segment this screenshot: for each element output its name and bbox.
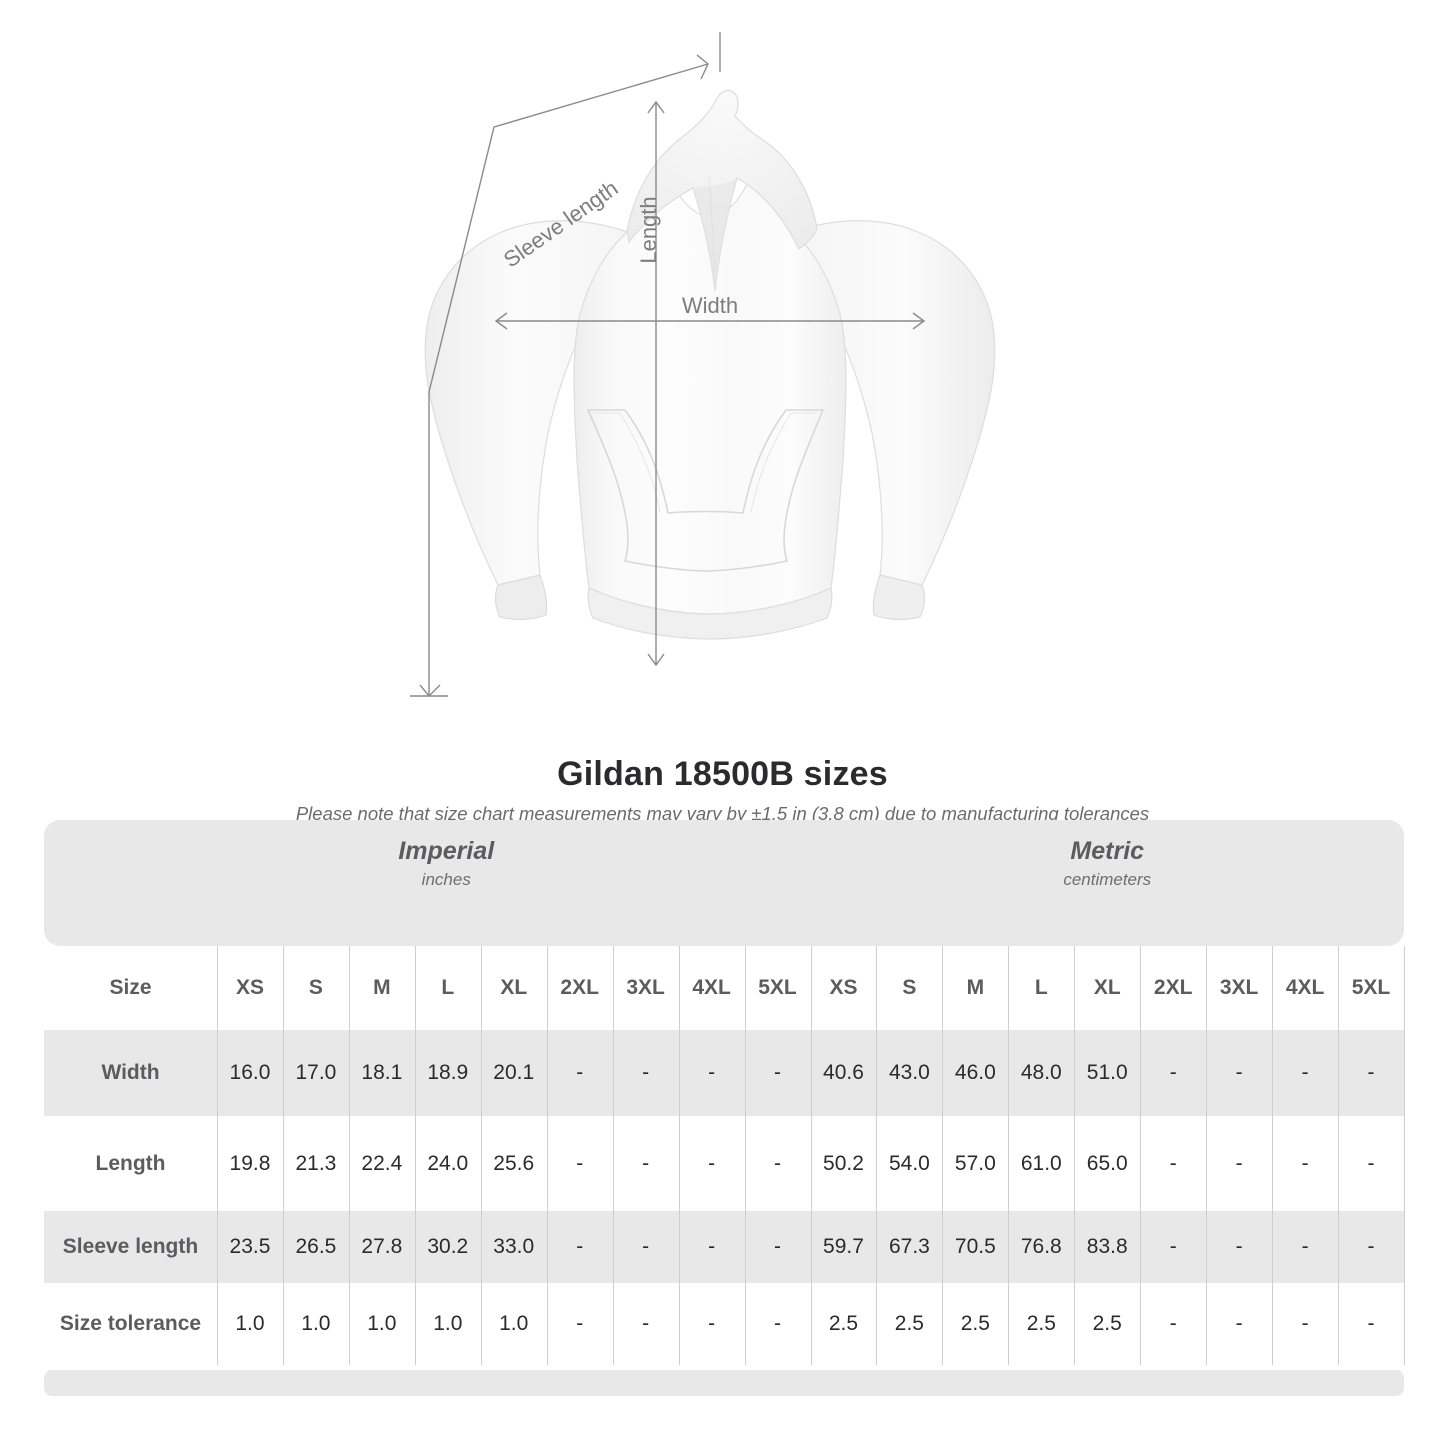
svg-text:Width: Width <box>682 293 738 318</box>
svg-text:Length: Length <box>636 196 661 263</box>
svg-text:Sleeve length: Sleeve length <box>499 175 623 272</box>
